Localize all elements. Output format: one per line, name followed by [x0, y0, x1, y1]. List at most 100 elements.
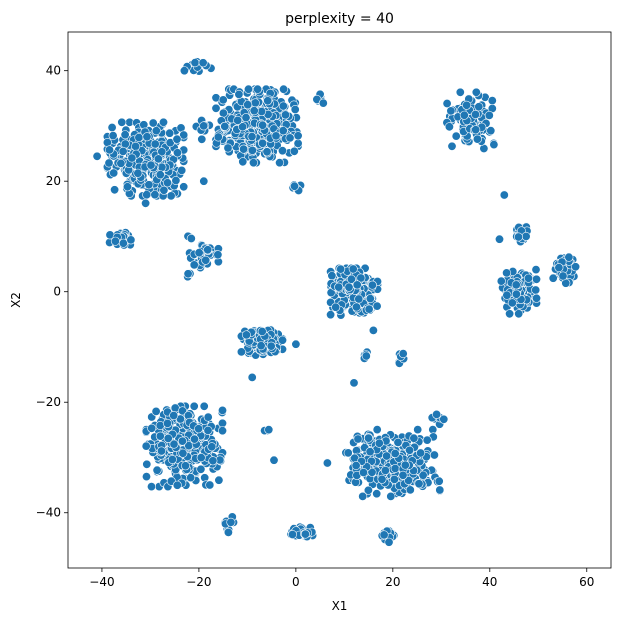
scatter-point — [142, 459, 152, 469]
scatter-point — [386, 491, 396, 501]
scatter-point — [571, 262, 581, 272]
scatter-point — [398, 349, 408, 359]
scatter-point — [169, 439, 179, 449]
scatter-point — [489, 140, 499, 150]
scatter-point — [151, 126, 161, 136]
scatter-point — [496, 276, 506, 286]
scatter-point — [403, 475, 413, 485]
scatter-point — [226, 517, 236, 527]
scatter-point — [141, 441, 151, 451]
scatter-point — [142, 472, 152, 482]
scatter-point — [435, 485, 445, 495]
scatter-point — [257, 326, 267, 336]
x-axis: −40 −20 0 20 40 60 — [89, 568, 594, 589]
scatter-point — [171, 176, 181, 186]
scatter-point — [289, 181, 299, 191]
scatter-point — [531, 293, 541, 303]
scatter-point — [470, 110, 480, 120]
scatter-point — [444, 122, 454, 132]
scatter-point — [446, 106, 456, 116]
scatter-point — [247, 145, 257, 155]
scatter-point — [474, 102, 484, 112]
scatter-point — [361, 351, 371, 361]
x-tick-label: 0 — [292, 575, 300, 589]
scatter-point — [108, 131, 118, 141]
scatter-point — [372, 489, 382, 499]
scatter-point — [233, 115, 243, 125]
scatter-point — [348, 264, 358, 274]
scatter-point — [514, 309, 524, 319]
scatter-point — [167, 454, 177, 464]
scatter-point — [511, 280, 521, 290]
scatter-point — [409, 433, 419, 443]
scatter-point — [177, 436, 187, 446]
scatter-point — [442, 99, 452, 109]
scatter-point — [271, 131, 281, 141]
scatter-point — [223, 143, 233, 153]
scatter-point — [326, 310, 336, 320]
scatter-point — [472, 134, 482, 144]
scatter-point — [247, 372, 257, 382]
scatter-point — [199, 121, 209, 131]
scatter-point — [291, 339, 301, 349]
scatter-point — [398, 470, 408, 480]
scatter-point — [186, 234, 196, 244]
scatter-point — [142, 190, 152, 200]
scatter-point — [234, 89, 244, 99]
scatter-point — [239, 144, 249, 154]
scatter-marks — [92, 57, 581, 547]
x-tick-label: −20 — [186, 575, 211, 589]
scatter-point — [418, 470, 428, 480]
y-tick-label: 0 — [53, 285, 61, 299]
scatter-point — [462, 100, 472, 110]
scatter-point — [358, 491, 368, 501]
scatter-point — [365, 294, 375, 304]
scatter-point — [104, 158, 114, 168]
scatter-point — [208, 456, 218, 466]
scatter-point — [278, 126, 288, 136]
scatter-point — [147, 423, 157, 433]
scatter-point — [102, 138, 112, 148]
scatter-point — [269, 455, 279, 465]
scatter-point — [178, 448, 188, 458]
scatter-point — [120, 130, 130, 140]
scatter-point — [218, 95, 228, 105]
scatter-point — [249, 158, 259, 168]
scatter-point — [523, 273, 533, 283]
scatter-point — [374, 438, 384, 448]
scatter-point — [358, 467, 368, 477]
scatter-point — [531, 274, 541, 284]
scatter-point — [203, 245, 213, 255]
scatter-point — [413, 425, 423, 435]
scatter-point — [173, 148, 183, 158]
scatter-point — [278, 101, 288, 111]
scatter-point — [322, 458, 332, 468]
scatter-point — [513, 232, 523, 242]
scatter-point — [429, 450, 439, 460]
scatter-point — [275, 158, 285, 168]
scatter-point — [123, 182, 133, 192]
scatter-point — [486, 126, 496, 136]
scatter-point — [287, 529, 297, 539]
scatter-point — [203, 425, 213, 435]
x-tick-label: −40 — [89, 575, 114, 589]
scatter-point — [120, 139, 130, 149]
scatter-point — [238, 122, 248, 132]
scatter-point — [218, 405, 228, 415]
scatter-point — [144, 180, 154, 190]
scatter-point — [548, 273, 558, 283]
scatter-point — [213, 250, 223, 260]
scatter-point — [177, 165, 187, 175]
scatter-point — [152, 465, 162, 475]
scatter-point — [190, 58, 200, 68]
scatter-point — [434, 476, 444, 486]
scatter-point — [203, 412, 213, 422]
scatter-point — [223, 527, 233, 537]
scatter-point — [189, 401, 199, 411]
scatter-point — [554, 263, 564, 273]
scatter-point — [148, 118, 158, 128]
scatter-point — [150, 190, 160, 200]
scatter-point — [110, 236, 120, 246]
scatter-point — [109, 168, 119, 178]
scatter-point — [153, 154, 163, 164]
